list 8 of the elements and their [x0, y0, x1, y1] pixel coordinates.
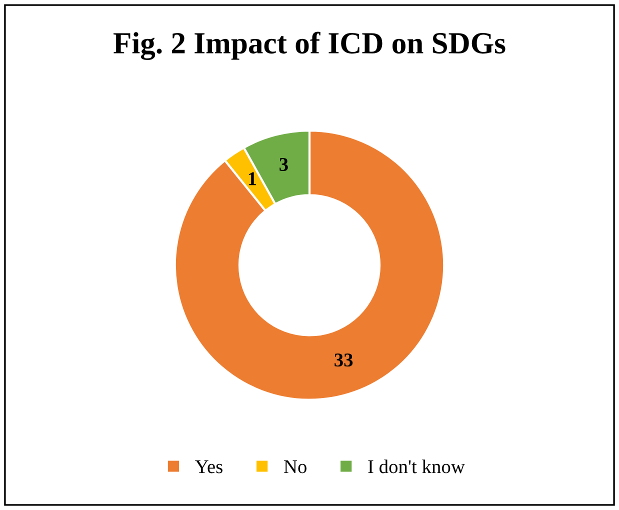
- donut-slice: [174, 130, 446, 401]
- data-label: 3: [280, 158, 288, 172]
- legend-label: I don't know: [368, 460, 465, 474]
- legend-label: No: [284, 460, 306, 474]
- chart-title: Fig. 2 Impact of ICD on SDGs: [114, 32, 506, 60]
- legend-label: Yes: [195, 460, 222, 474]
- data-label: 33: [334, 353, 353, 367]
- data-label: 1: [248, 172, 256, 186]
